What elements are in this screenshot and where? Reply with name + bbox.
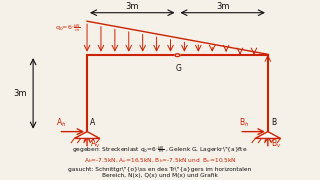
Circle shape [175,54,180,57]
Text: A$_h$: A$_h$ [57,117,67,129]
Polygon shape [255,132,281,138]
Text: gegeben: Streckenlast q$_0$=6$\cdot\frac{kN}{m}$ , Gelenk G, Lagerkr\"{a}fte: gegeben: Streckenlast q$_0$=6$\cdot\frac… [72,145,248,156]
Polygon shape [74,132,100,138]
Text: A: A [90,118,95,127]
Text: Bereich, N(x), Q(x) und M(x) und Grafik: Bereich, N(x), Q(x) und M(x) und Grafik [102,173,218,178]
Text: B$_v$: B$_v$ [271,137,282,150]
Text: q$_0$=6$\cdot\frac{kN}{m}$: q$_0$=6$\cdot\frac{kN}{m}$ [55,22,81,34]
Text: 3m: 3m [13,89,27,98]
Text: A$_h$=-7.5kN, A$_v$=16.5kN, B$_h$=-7.5kN und  B$_v$=10.5kN: A$_h$=-7.5kN, A$_v$=16.5kN, B$_h$=-7.5kN… [84,156,236,165]
Text: B$_h$: B$_h$ [239,117,249,129]
Text: 3m: 3m [216,2,229,11]
Text: A$_v$: A$_v$ [90,137,101,150]
Text: 3m: 3m [125,2,139,11]
Text: G: G [176,64,182,73]
Text: B: B [271,118,276,127]
Text: gasucht: Schnittgr\"{o}\ss en des Tr\"{a}gers im horizontalen: gasucht: Schnittgr\"{o}\ss en des Tr\"{a… [68,166,252,172]
